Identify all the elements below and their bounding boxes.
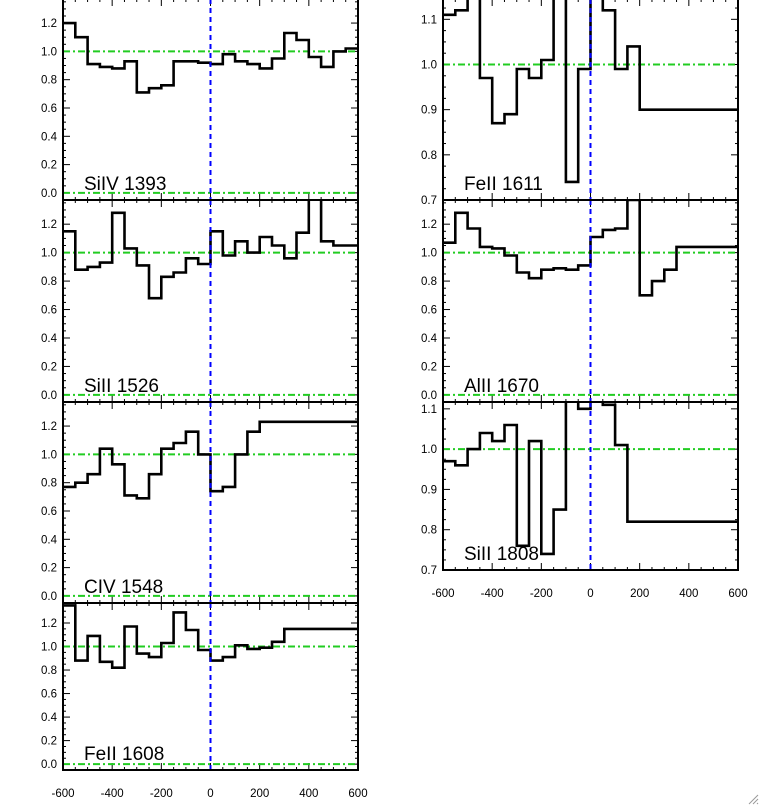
- y-tick-label: 0.2: [41, 361, 57, 373]
- y-tick-label: 0.9: [421, 105, 437, 117]
- y-tick-label: 0.6: [421, 305, 437, 317]
- y-tick-label: 0.0: [41, 759, 57, 771]
- y-tick-label: 0.8: [41, 665, 57, 677]
- y-tick-label: 0.6: [41, 689, 57, 701]
- x-tick-label: -200: [150, 788, 173, 800]
- ion-label: AlII 1670: [464, 376, 539, 397]
- y-tick-label: 1.0: [421, 59, 437, 71]
- spectrum-alii-1670: [443, 200, 738, 297]
- y-tick-label: 0.6: [41, 305, 57, 317]
- y-tick-label: 1.0: [421, 248, 437, 260]
- panel-siiv-1393: 0.0 0.2 0.4 0.6 0.8 1.0 1.2 SiIV 1393: [41, 0, 359, 201]
- y-tick-label: 1.2: [41, 18, 57, 30]
- panel-feii-1608: 0.0 0.2 0.4 0.6 0.8 1.0 1.2 FeII 1608 -600 -400 -2…: [41, 602, 368, 800]
- x-tick-label: 200: [630, 588, 649, 600]
- y-tick-label: 0.8: [41, 478, 57, 490]
- y-tick-label: 0.4: [41, 712, 58, 724]
- panel-frame: [442, 401, 739, 571]
- y-tick-label: 0.4: [41, 131, 58, 143]
- y-tick-label: 0.2: [41, 160, 57, 172]
- y-tick-label: 0.2: [41, 736, 57, 748]
- x-tick-label: 600: [728, 588, 747, 600]
- resize-grip-icon[interactable]: [747, 793, 759, 805]
- x-tick-label: -600: [431, 588, 454, 600]
- panel-alii-1670: 0.0 0.2 0.4 0.6 0.8 1.0 1.2 AlII 1670: [421, 199, 739, 403]
- x-tick-label: 400: [299, 788, 318, 800]
- panel-siii-1526: 0.0 0.2 0.4 0.6 0.8 1.0 1.2 SiII 1526: [41, 199, 359, 403]
- panel-frame: [62, 602, 359, 771]
- x-tick-label: -400: [101, 788, 124, 800]
- y-tick-label: 0.4: [421, 333, 438, 345]
- y-tick-label: 0.8: [41, 276, 57, 288]
- x-tick-label: -600: [51, 788, 74, 800]
- y-tick-label: 0.8: [421, 150, 437, 162]
- y-tick-label: 0.8: [41, 75, 57, 87]
- y-tick-label: 0.8: [421, 276, 437, 288]
- y-tick-label: 0.2: [41, 563, 57, 575]
- spectrum-feii-1608: [63, 604, 358, 669]
- y-tick-label: 0.0: [41, 591, 57, 603]
- y-tick-label: 0.4: [41, 534, 58, 546]
- panel-feii-1611: 0.7 0.8 0.9 1.0 1.1 FeII 1611: [421, 0, 739, 207]
- y-tick-label: 1.0: [41, 46, 57, 58]
- y-tick-label: 0.0: [41, 390, 57, 402]
- y-tick-label: 0.0: [421, 390, 437, 402]
- ion-label: SiII 1808: [464, 544, 539, 565]
- y-tick-label: 0.6: [41, 103, 57, 115]
- x-tick-label: 400: [679, 588, 698, 600]
- y-tick-label: 0.4: [41, 333, 58, 345]
- ion-label: FeII 1611: [464, 174, 543, 195]
- x-tick-label: -400: [481, 588, 504, 600]
- ion-label: FeII 1608: [84, 744, 164, 765]
- x-tick-label: 200: [250, 788, 269, 800]
- ion-label: SiIV 1393: [84, 174, 166, 195]
- y-tick-label: 0.7: [421, 565, 437, 577]
- y-tick-label: 0.0: [41, 188, 57, 200]
- y-tick-label: 1.0: [41, 449, 57, 461]
- y-tick-label: 1.1: [421, 14, 437, 26]
- y-tick-label: 1.0: [41, 248, 57, 260]
- y-tick-label: 1.2: [421, 219, 437, 231]
- y-tick-label: 1.0: [421, 444, 437, 456]
- panel-siii-1808: 0.7 0.8 0.9 1.0 1.1 SiII 1808 -600 -400 -200 0 200…: [421, 401, 748, 600]
- y-tick-label: 0.6: [41, 506, 57, 518]
- y-tick-label: 1.1: [421, 404, 437, 416]
- x-tick-label: 0: [207, 788, 213, 800]
- x-tick-label: -200: [530, 588, 553, 600]
- spectrum-feii-1611: [443, 0, 738, 184]
- y-tick-label: 0.2: [421, 361, 437, 373]
- y-tick-label: 1.0: [41, 642, 57, 654]
- spectrum-siii-1808: [443, 402, 738, 556]
- panel-civ-1548: 0.0 0.2 0.4 0.6 0.8 1.0 1.2 CIV 1548: [41, 401, 359, 604]
- ion-label: SiII 1526: [84, 376, 159, 397]
- y-tick-label: 0.7: [421, 195, 437, 207]
- spectrum-civ-1548: [63, 420, 358, 500]
- y-tick-label: 1.2: [41, 618, 57, 630]
- y-tick-label: 0.9: [421, 484, 437, 496]
- y-tick-label: 1.2: [41, 421, 57, 433]
- x-tick-label: 600: [348, 788, 367, 800]
- ion-label: CIV 1548: [84, 577, 163, 598]
- y-tick-label: 1.2: [41, 219, 57, 231]
- x-tick-label: 0: [587, 588, 593, 600]
- y-tick-label: 0.8: [421, 525, 437, 537]
